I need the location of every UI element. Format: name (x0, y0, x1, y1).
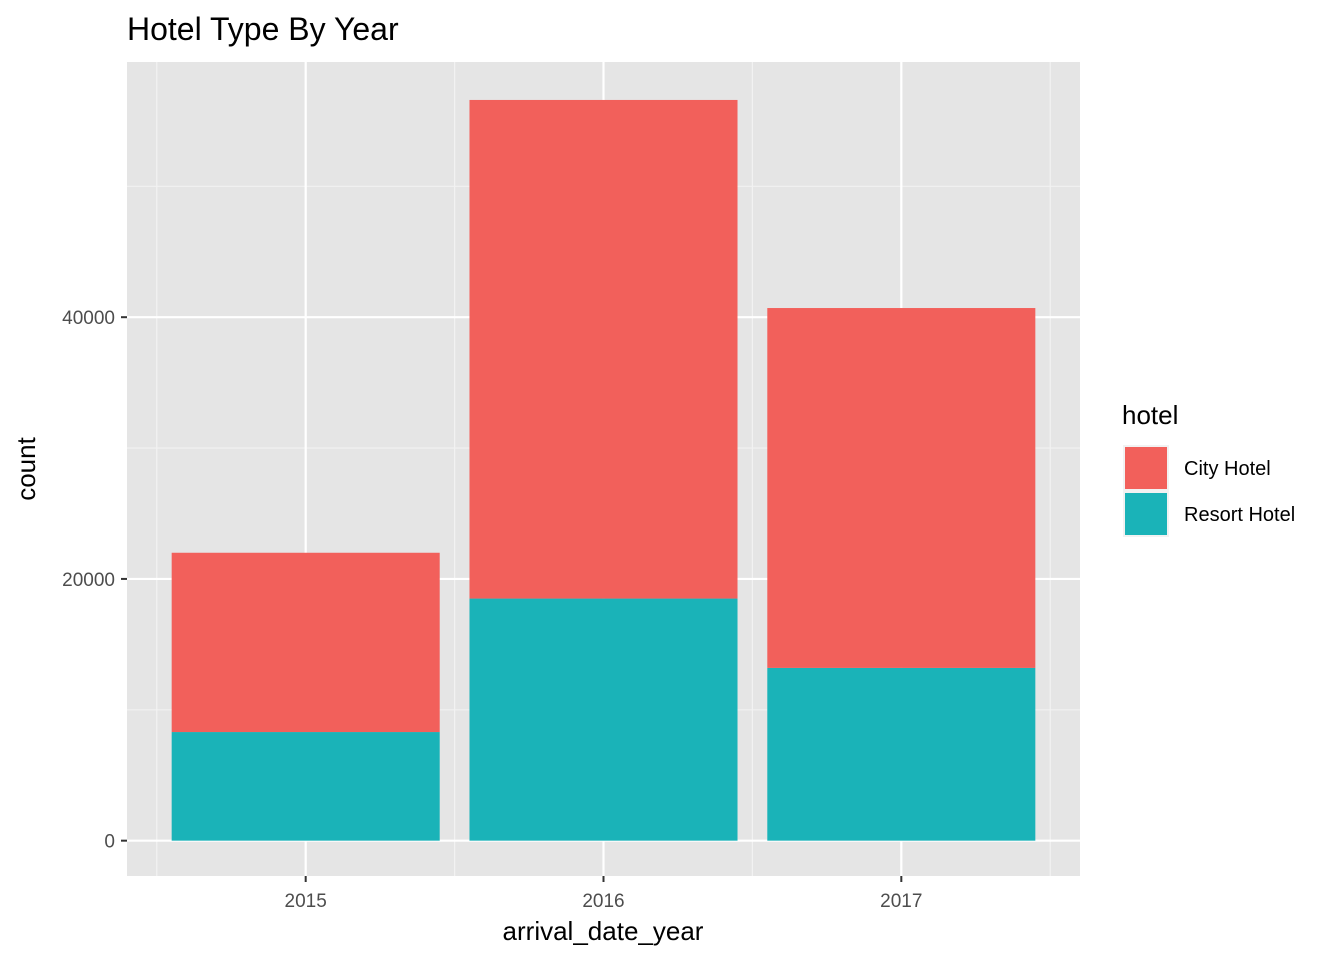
axes: 0 20000 40000 2015 2016 2017 (62, 308, 922, 912)
y-tick-label: 0 (104, 832, 115, 853)
x-axis-title: arrival_date_year (503, 916, 704, 946)
legend-label: Resort Hotel (1184, 504, 1295, 526)
y-axis-title: count (11, 436, 41, 500)
bars (171, 99, 1036, 841)
chart-title: Hotel Type By Year (127, 11, 399, 47)
bar-resort-hotel-2015 (171, 732, 440, 841)
bar-resort-hotel-2017 (767, 667, 1036, 841)
y-tick-label: 40000 (62, 308, 115, 329)
bar-city-hotel-2016 (469, 99, 738, 599)
legend-title: hotel (1122, 400, 1178, 430)
legend-swatch (1125, 447, 1167, 489)
y-tick-label: 20000 (62, 570, 115, 591)
bar-city-hotel-2015 (171, 552, 440, 733)
x-tick-label: 2017 (880, 891, 922, 912)
x-tick-label: 2015 (285, 891, 327, 912)
bar-city-hotel-2017 (767, 308, 1036, 668)
bar-resort-hotel-2016 (469, 598, 738, 841)
legend-label: City Hotel (1184, 458, 1271, 480)
x-tick-label: 2016 (582, 891, 624, 912)
legend-swatch (1125, 493, 1167, 535)
legend: hotel City Hotel Resort Hotel (1122, 400, 1295, 537)
